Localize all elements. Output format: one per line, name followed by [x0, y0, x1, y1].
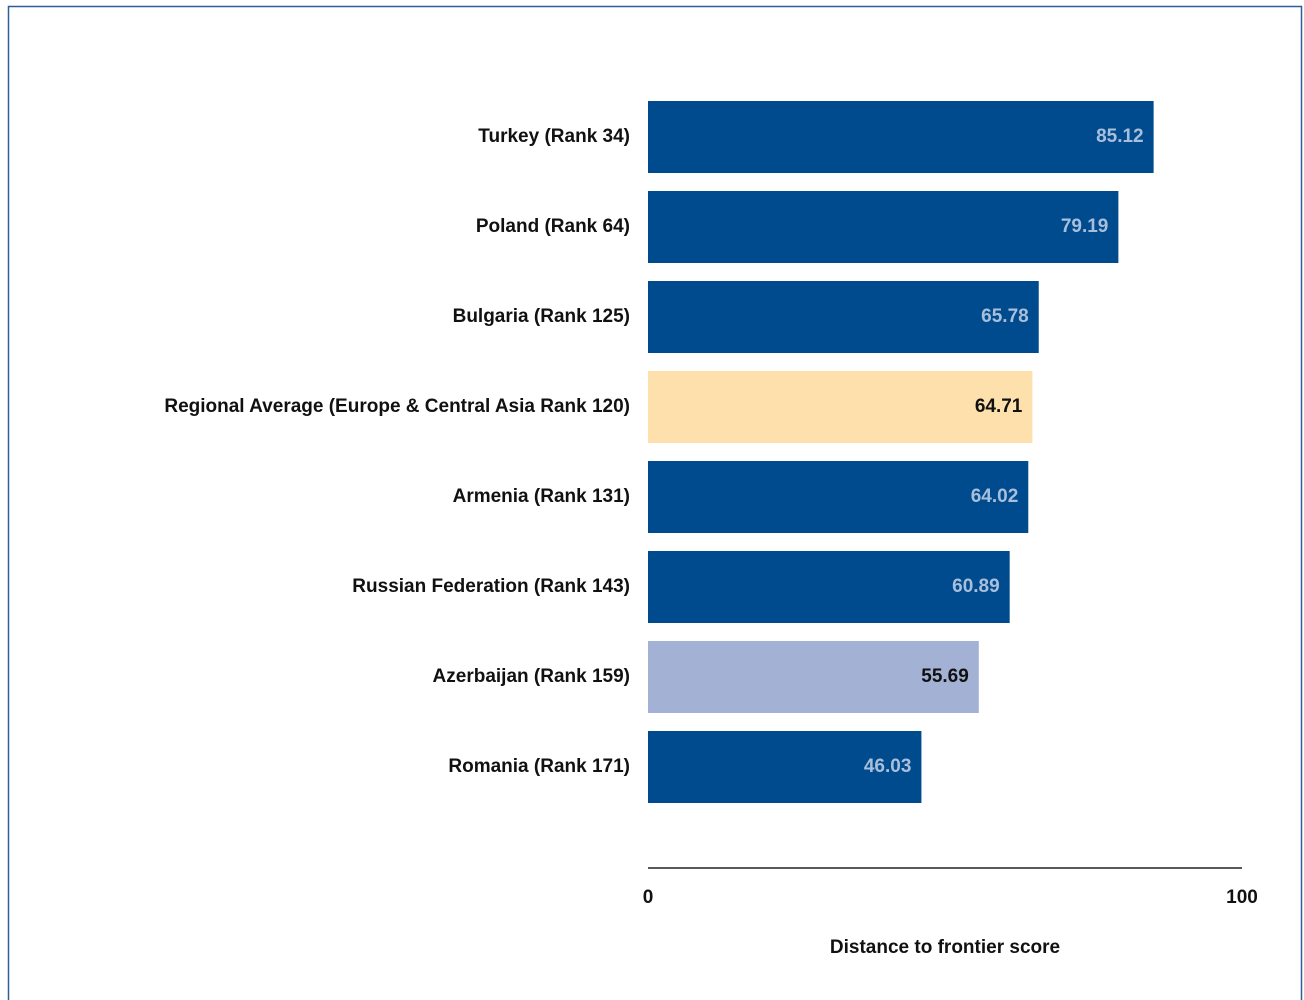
category-label: Bulgaria (Rank 125)	[453, 306, 630, 327]
category-label: Azerbaijan (Rank 159)	[433, 666, 630, 687]
value-label: 60.89	[952, 576, 1000, 597]
x-tick-label: 100	[1226, 887, 1258, 908]
value-label: 79.19	[1061, 216, 1109, 237]
frame	[7, 5, 1303, 1000]
category-label: Romania (Rank 171)	[448, 756, 630, 777]
bar	[648, 191, 1119, 263]
bar	[648, 371, 1033, 443]
value-label: 46.03	[864, 756, 912, 777]
bar	[648, 551, 1010, 623]
category-label: Turkey (Rank 34)	[478, 126, 630, 147]
value-label: 64.02	[971, 486, 1019, 507]
value-label: 65.78	[981, 306, 1029, 327]
category-label: Russian Federation (Rank 143)	[352, 576, 630, 597]
category-label: Regional Average (Europe & Central Asia …	[164, 396, 630, 417]
category-label: Armenia (Rank 131)	[453, 486, 630, 507]
bar	[648, 101, 1154, 173]
bar	[648, 731, 922, 803]
bar	[648, 641, 979, 713]
value-label: 55.69	[921, 666, 969, 687]
bar	[648, 281, 1039, 353]
bar	[648, 461, 1029, 533]
value-label: 85.12	[1096, 126, 1144, 147]
category-label: Poland (Rank 64)	[476, 216, 630, 237]
value-label: 64.71	[975, 396, 1023, 417]
x-axis-label: Distance to frontier score	[830, 937, 1060, 958]
x-tick-label: 0	[643, 887, 654, 908]
